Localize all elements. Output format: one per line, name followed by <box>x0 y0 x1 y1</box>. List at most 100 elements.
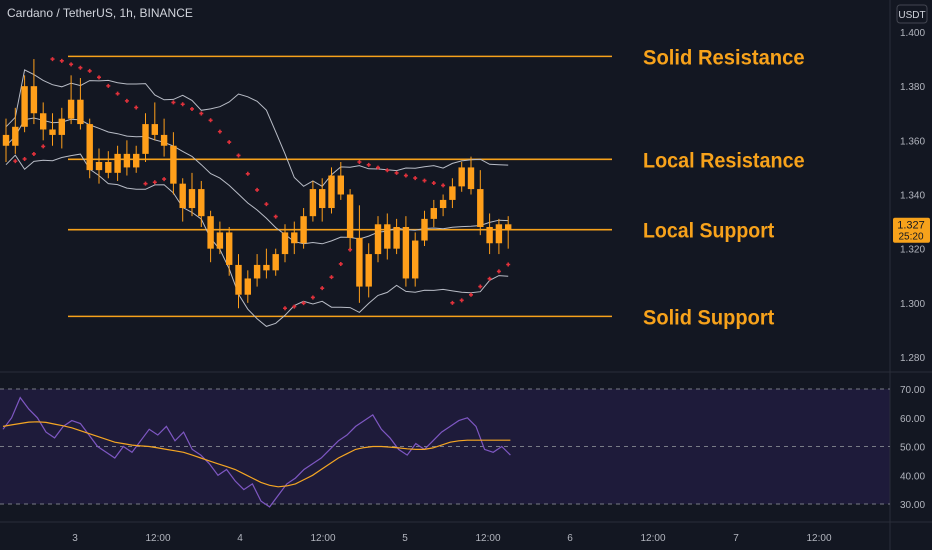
rsi-tick-label: 40.00 <box>900 471 925 482</box>
candle-body <box>105 162 112 173</box>
sar-point <box>338 261 343 266</box>
sar-point <box>69 62 74 67</box>
candle-body <box>263 264 270 271</box>
level-lines: Solid Resistance Local Resistance Local Su… <box>68 46 805 329</box>
sar-point <box>441 183 446 188</box>
candle-body <box>458 167 465 187</box>
time-tick-label: 12:00 <box>806 533 831 544</box>
price-badge-countdown: 25:20 <box>898 232 923 243</box>
candle-body <box>160 134 168 146</box>
candle-body <box>235 264 242 295</box>
sar-point <box>496 269 501 274</box>
currency-button[interactable]: USDT <box>896 4 928 24</box>
sar-point <box>255 187 260 192</box>
rsi-tick-label: 70.00 <box>900 385 925 396</box>
candle-body <box>12 126 19 146</box>
candle-body <box>272 254 279 271</box>
price-axis[interactable]: 1.400 1.380 1.360 1.340 1.320 1.300 1.280 70.00… <box>900 28 925 511</box>
candle-body <box>412 240 419 279</box>
sar-point <box>450 300 455 305</box>
time-tick-label: 5 <box>402 533 408 544</box>
sar-point <box>22 157 27 162</box>
sar-point <box>376 165 380 170</box>
sar-point <box>87 68 92 73</box>
price-tick-label: 1.380 <box>900 82 925 93</box>
sar-point <box>217 129 222 134</box>
time-tick-label: 12:00 <box>310 533 335 544</box>
price-badge-value: 1.327 <box>897 220 925 232</box>
sar-point <box>292 304 297 309</box>
sar-point <box>329 275 334 280</box>
price-tick-label: 1.360 <box>900 136 925 147</box>
sar-point <box>115 91 120 96</box>
candle-body <box>393 227 400 249</box>
sar-point <box>394 170 399 175</box>
candle-body <box>309 189 317 217</box>
candle-body <box>58 118 65 135</box>
level-label: Local Resistance <box>643 149 805 172</box>
level-label: Solid Resistance <box>643 46 805 69</box>
candle-body <box>495 224 503 244</box>
level-label: Solid Support <box>643 306 774 329</box>
sar-point <box>385 168 390 173</box>
sar-point <box>469 292 473 297</box>
sar-point <box>78 65 83 70</box>
sar-point <box>273 214 278 219</box>
sar-point <box>190 106 194 111</box>
candle-body <box>170 145 177 184</box>
sar-point <box>478 284 483 289</box>
candle-body <box>77 99 84 125</box>
sar-point <box>180 102 185 107</box>
sar-point <box>124 98 129 103</box>
sar-point <box>403 173 408 178</box>
candle-body <box>328 175 335 209</box>
candle-body <box>207 216 214 249</box>
sar-point <box>283 306 287 311</box>
sar-point <box>459 298 464 303</box>
candle-body <box>114 153 121 173</box>
rsi-pane <box>0 388 890 508</box>
sar-point <box>13 159 18 164</box>
candle-body <box>356 237 363 287</box>
time-tick-label: 12:00 <box>145 533 170 544</box>
candle-body <box>123 153 131 168</box>
rsi-ma-line <box>2 421 511 488</box>
sar-point <box>310 295 315 300</box>
sar-point <box>50 57 55 62</box>
candle-body <box>486 227 493 244</box>
candle-body <box>449 186 456 200</box>
candle-body <box>384 224 391 249</box>
sar-point <box>31 151 36 156</box>
sar-point <box>134 105 139 110</box>
candle-body <box>430 208 437 219</box>
time-tick-label: 7 <box>733 533 739 544</box>
candle-body <box>133 153 140 168</box>
sar-point <box>366 162 371 167</box>
bollinger-upper <box>5 69 509 187</box>
sar-point <box>301 301 306 306</box>
candle-body <box>21 86 28 127</box>
sar-point <box>422 178 427 183</box>
candle-body <box>365 254 372 287</box>
sar-point <box>97 75 101 80</box>
candlesticks <box>2 59 512 309</box>
rsi-band-fill <box>0 389 890 504</box>
currency-label: USDT <box>898 10 925 21</box>
parabolic-sar <box>13 57 511 311</box>
candle-body <box>374 224 382 255</box>
candle-body <box>253 264 261 279</box>
candle-body <box>86 124 93 171</box>
sar-point <box>506 262 511 267</box>
rsi-tick-label: 50.00 <box>900 443 925 454</box>
rsi-tick-label: 30.00 <box>900 500 925 511</box>
sar-point <box>199 111 204 116</box>
candle-body <box>505 224 512 230</box>
candle-body <box>439 199 447 209</box>
time-tick-label: 12:00 <box>475 533 500 544</box>
candle-body <box>291 232 298 244</box>
candle-body <box>2 134 10 146</box>
price-tick-label: 1.300 <box>900 299 925 310</box>
candle-body <box>337 175 344 195</box>
time-axis[interactable]: 3 12:00 4 12:00 5 12:00 6 12:00 7 12:00 <box>72 533 832 544</box>
